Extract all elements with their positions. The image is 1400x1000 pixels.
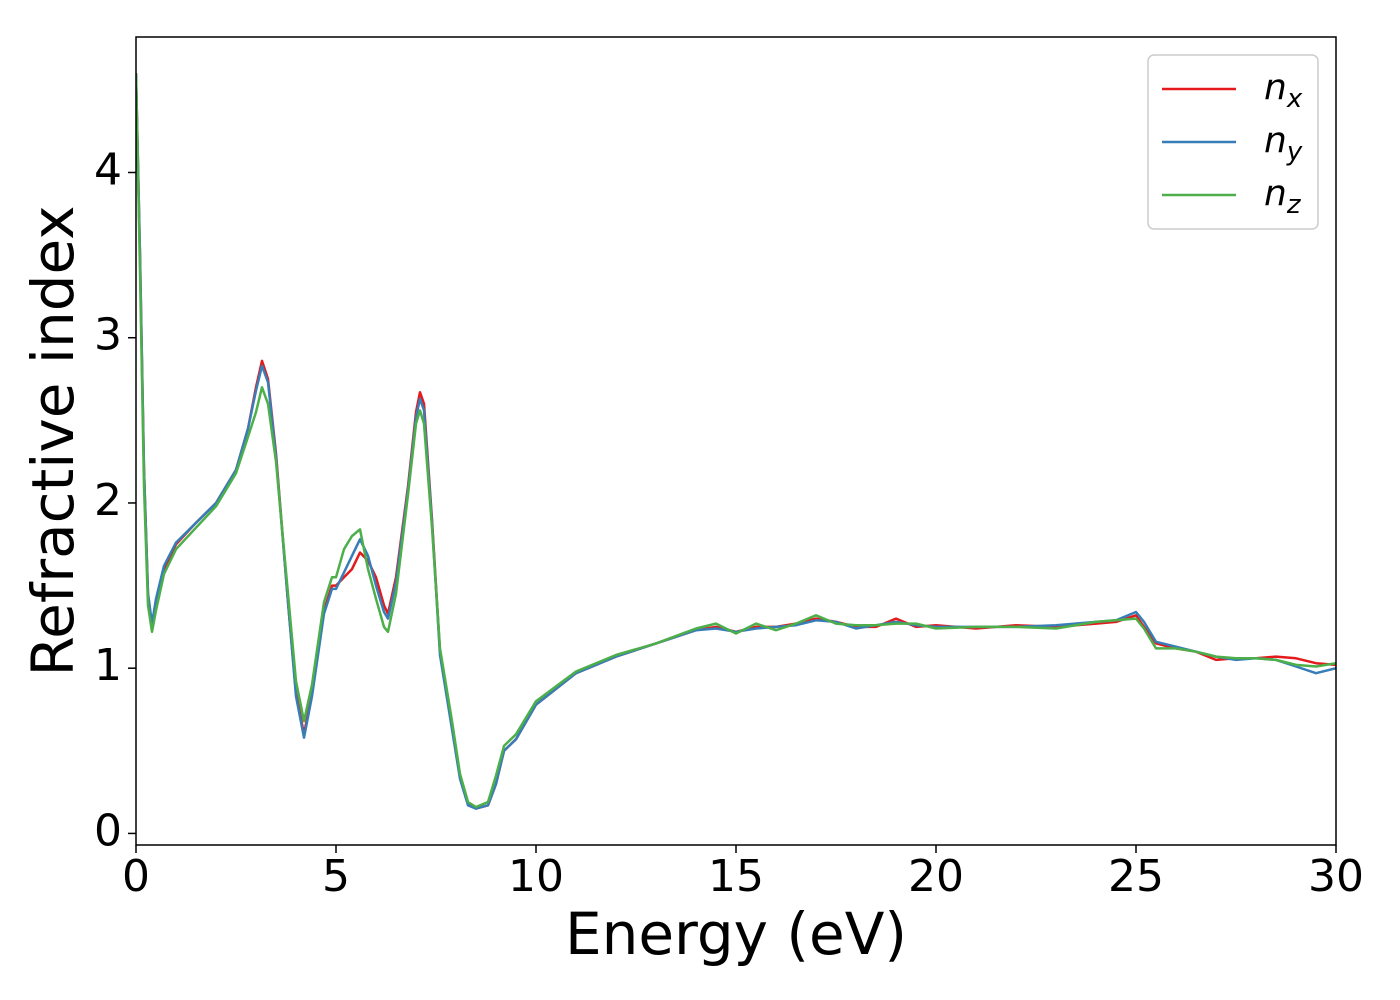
x-tick-label: 0 xyxy=(122,851,150,902)
x-axis-label: Energy (eV) xyxy=(565,900,907,968)
x-tick-label: 10 xyxy=(508,851,564,902)
y-tick-label: 2 xyxy=(94,475,122,526)
x-tick-label: 20 xyxy=(908,851,964,902)
x-tick-label: 30 xyxy=(1308,851,1364,902)
x-tick-label: 15 xyxy=(708,851,764,902)
x-tick-label: 25 xyxy=(1108,851,1164,902)
y-tick-label: 0 xyxy=(94,805,122,856)
y-tick-label: 4 xyxy=(94,144,122,195)
plot-lines xyxy=(136,73,1336,810)
y-tick-label: 1 xyxy=(94,640,122,691)
y-axis-label: Refractive index xyxy=(19,205,87,676)
legend-label: ny xyxy=(1264,120,1303,167)
series-line xyxy=(136,73,1336,809)
x-tick-label: 5 xyxy=(322,851,350,902)
y-tick-label: 3 xyxy=(94,310,122,361)
legend-label: nx xyxy=(1264,67,1303,114)
plot-frame xyxy=(135,36,1337,846)
legend-label: nz xyxy=(1264,173,1302,220)
